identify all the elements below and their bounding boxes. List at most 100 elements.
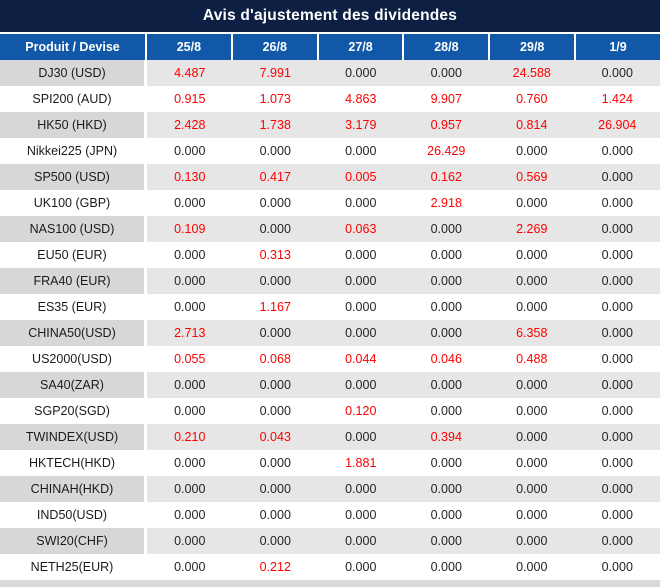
value-cell: 0.063	[345, 222, 377, 236]
value-cell: 0.000	[516, 430, 548, 444]
row-values: 0.000 0.000 0.120 0.000 0.000 0.000	[147, 398, 660, 424]
value-cell: 0.000	[345, 326, 377, 340]
value-cell: 0.000	[516, 534, 548, 548]
value-cell: 0.000	[345, 274, 377, 288]
value-cell: 0.000	[430, 534, 462, 548]
value-cell: 1.738	[259, 118, 291, 132]
table-header-row: Produit / Devise 25/8 26/8 27/8 28/8 29/8 1/9	[0, 34, 660, 60]
value-cell: 0.814	[516, 118, 548, 132]
value-cell: 2.428	[174, 118, 206, 132]
value-cell: 9.907	[430, 92, 462, 106]
row-values: 0.210 0.043 0.000 0.394 0.000 0.000	[147, 424, 660, 450]
product-cell: HK50 (HKD)	[0, 112, 147, 138]
product-cell: CHINAH(HKD)	[0, 476, 147, 502]
value-cell: 4.487	[174, 66, 206, 80]
product-cell: SP500 (USD)	[0, 164, 147, 190]
value-cell: 0.000	[601, 430, 633, 444]
row-values: 2.428 1.738 3.179 0.957 0.814 26.904	[147, 112, 660, 138]
product-cell: US2000(USD)	[0, 346, 147, 372]
product-cell: ES35 (EUR)	[0, 294, 147, 320]
value-cell: 0.000	[430, 456, 462, 470]
table-row: ES35 (EUR) 0.000 1.167 0.000 0.000 0.000 0.000	[0, 294, 660, 320]
value-cell: 0.000	[345, 248, 377, 262]
product-cell: NAS100 (USD)	[0, 216, 147, 242]
value-cell: 0.046	[430, 352, 462, 366]
value-cell: 0.000	[430, 404, 462, 418]
value-cell: 0.000	[174, 300, 206, 314]
value-cell: 0.000	[174, 378, 206, 392]
value-cell: 0.000	[601, 534, 633, 548]
value-cell: 0.488	[516, 352, 548, 366]
value-cell: 0.000	[345, 560, 377, 574]
value-cell: 26.904	[598, 118, 637, 132]
table-row: TWINDEX(USD) 0.210 0.043 0.000 0.394 0.000 0.0…	[0, 424, 660, 450]
value-cell: 0.000	[430, 66, 462, 80]
row-values: 0.000 0.000 0.000 0.000 0.000 0.000	[147, 528, 660, 554]
table-body: DJ30 (USD) 4.487 7.991 0.000 0.000 24.588 0.00…	[0, 60, 660, 580]
row-values: 0.000 0.000 0.000 0.000 0.000 0.000	[147, 372, 660, 398]
value-cell: 1.167	[259, 300, 291, 314]
value-cell: 0.212	[259, 560, 291, 574]
value-cell: 0.000	[601, 482, 633, 496]
value-cell: 0.000	[516, 456, 548, 470]
value-cell: 0.000	[430, 326, 462, 340]
row-values: 0.000 0.212 0.000 0.000 0.000 0.000	[147, 554, 660, 580]
value-cell: 0.000	[345, 508, 377, 522]
table-row: US2000(USD) 0.055 0.068 0.044 0.046 0.488 0.00…	[0, 346, 660, 372]
table-row: SPI200 (AUD) 0.915 1.073 4.863 9.907 0.760 1.4…	[0, 86, 660, 112]
row-values: 0.000 0.000 0.000 0.000 0.000 0.000	[147, 268, 660, 294]
value-cell: 0.000	[259, 274, 291, 288]
value-cell: 0.000	[601, 196, 633, 210]
value-cell: 0.000	[345, 378, 377, 392]
value-cell: 0.000	[601, 326, 633, 340]
table-row: SWI20(CHF) 0.000 0.000 0.000 0.000 0.000 0.000	[0, 528, 660, 554]
value-cell: 0.043	[259, 430, 291, 444]
value-cell: 0.000	[601, 404, 633, 418]
row-values: 0.000 1.167 0.000 0.000 0.000 0.000	[147, 294, 660, 320]
value-cell: 26.429	[427, 144, 466, 158]
value-cell: 7.991	[259, 66, 291, 80]
value-cell: 0.000	[345, 144, 377, 158]
product-cell: IND50(USD)	[0, 502, 147, 528]
row-values: 4.487 7.991 0.000 0.000 24.588 0.000	[147, 60, 660, 86]
value-cell: 0.000	[345, 430, 377, 444]
value-cell: 0.000	[345, 534, 377, 548]
value-cell: 0.000	[516, 378, 548, 392]
value-cell: 0.000	[430, 300, 462, 314]
table-title: Avis d'ajustement des dividendes	[0, 0, 660, 34]
table-row: NAS100 (USD) 0.109 0.000 0.063 0.000 2.269 0.0…	[0, 216, 660, 242]
table-row: SA40(ZAR) 0.000 0.000 0.000 0.000 0.000 0.000	[0, 372, 660, 398]
value-cell: 0.000	[516, 404, 548, 418]
value-cell: 0.044	[345, 352, 377, 366]
value-cell: 0.000	[174, 534, 206, 548]
value-cell: 0.000	[259, 482, 291, 496]
value-cell: 0.000	[259, 508, 291, 522]
value-cell: 0.000	[259, 222, 291, 236]
column-header-date: 27/8	[316, 34, 403, 60]
value-cell: 0.000	[430, 248, 462, 262]
column-header-date: 28/8	[402, 34, 489, 60]
value-cell: 0.000	[259, 326, 291, 340]
value-cell: 0.000	[430, 482, 462, 496]
value-cell: 0.055	[174, 352, 206, 366]
product-cell: TWINDEX(USD)	[0, 424, 147, 450]
value-cell: 0.000	[516, 274, 548, 288]
value-cell: 0.760	[516, 92, 548, 106]
table-row: UK100 (GBP) 0.000 0.000 0.000 2.918 0.000 0.00…	[0, 190, 660, 216]
product-cell: SWI20(CHF)	[0, 528, 147, 554]
product-cell: CHINA50(USD)	[0, 320, 147, 346]
value-cell: 0.000	[345, 196, 377, 210]
table-row: CHINA50(USD) 2.713 0.000 0.000 0.000 6.358 0.0…	[0, 320, 660, 346]
value-cell: 0.000	[516, 508, 548, 522]
value-cell: 1.073	[259, 92, 291, 106]
product-cell: UK100 (GBP)	[0, 190, 147, 216]
value-cell: 0.569	[516, 170, 548, 184]
value-cell: 0.000	[174, 482, 206, 496]
column-header-date: 25/8	[147, 34, 231, 60]
product-cell: FRA40 (EUR)	[0, 268, 147, 294]
table-row: EU50 (EUR) 0.000 0.313 0.000 0.000 0.000 0.000	[0, 242, 660, 268]
value-cell: 0.000	[345, 66, 377, 80]
table-row: IND50(USD) 0.000 0.000 0.000 0.000 0.000 0.000	[0, 502, 660, 528]
table-row: SGP20(SGD) 0.000 0.000 0.120 0.000 0.000 0.000	[0, 398, 660, 424]
